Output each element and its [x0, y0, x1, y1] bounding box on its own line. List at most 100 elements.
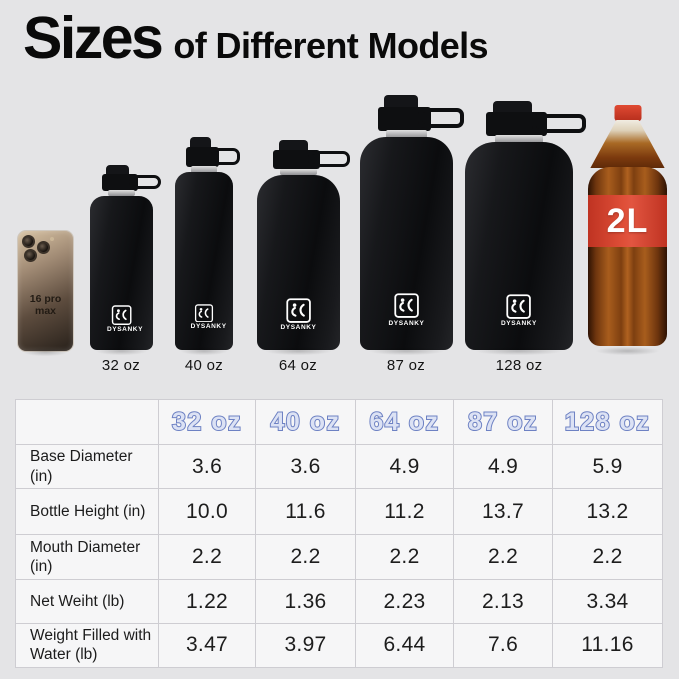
- cap-body: [272, 149, 321, 170]
- title-subtitle: of Different Models: [173, 25, 488, 66]
- spec-cell: 2.13: [453, 579, 553, 624]
- spec-cell: 11.6: [255, 488, 356, 535]
- column-header-32oz: 32 oz: [158, 399, 256, 445]
- bottle-body: DYSANKY: [465, 142, 573, 350]
- cap-handle: [129, 174, 161, 190]
- cap-handle: [417, 108, 465, 129]
- brand-logo-icon: [194, 304, 214, 323]
- bottle-40oz-image: DYSANKY: [175, 137, 240, 356]
- cap-spout: [278, 140, 309, 153]
- phone-shadow: [19, 347, 72, 357]
- brand-logo-icon: [394, 293, 419, 319]
- cap-handle: [210, 148, 240, 165]
- brand-logo: DYSANKY: [280, 297, 317, 331]
- column-header-40oz: 40 oz: [255, 399, 356, 445]
- table-row: Net Weiht (lb) 1.22 1.36 2.23 2.13 3.34: [15, 579, 663, 624]
- bottle-body: DYSANKY: [90, 195, 153, 350]
- spec-cell: 2.2: [453, 534, 553, 580]
- spec-cell: 3.6: [158, 444, 256, 489]
- spec-cell: 7.6: [453, 623, 553, 668]
- column-header-64oz: 64 oz: [355, 399, 454, 445]
- steel-ring: [495, 134, 543, 143]
- brand-logo-text: DYSANKY: [190, 323, 227, 331]
- brand-logo: DYSANKY: [190, 304, 227, 331]
- steel-ring: [107, 190, 136, 197]
- cola-cap: [614, 105, 641, 121]
- cap-spout: [106, 165, 130, 177]
- bottle-size-label-128oz: 128 oz: [495, 357, 543, 374]
- spec-table-corner-cell: [15, 399, 159, 445]
- table-row: Weight Filled with Water (lb) 3.47 3.97 …: [15, 623, 663, 668]
- spec-cell: 3.6: [255, 444, 356, 489]
- brand-logo-icon: [111, 305, 132, 325]
- spec-cell: 3.34: [552, 579, 663, 624]
- bottle-shadow: [176, 346, 232, 356]
- cap-body: [485, 112, 548, 136]
- spec-cell: 11.2: [355, 488, 454, 535]
- bottle-87oz-image: DYSANKY: [360, 95, 465, 356]
- brand-logo: DYSANKY: [501, 294, 537, 327]
- spec-cell: 2.2: [158, 534, 256, 580]
- steel-ring: [386, 129, 427, 138]
- row-label-base-diameter: Base Diameter (in): [15, 444, 159, 489]
- brand-logo-text: DYSANKY: [388, 319, 425, 327]
- cap-body: [186, 146, 220, 167]
- bottle-32oz-image: DYSANKY: [90, 165, 161, 356]
- cola-volume-label: 2L: [606, 201, 649, 240]
- camera-lens-icon: [22, 235, 35, 248]
- spec-cell: 3.47: [158, 623, 256, 668]
- spec-cell: 2.2: [255, 534, 356, 580]
- bottle-size-label-87oz: 87 oz: [386, 357, 426, 374]
- bottle-size-label-32oz: 32 oz: [101, 357, 141, 374]
- table-row: Base Diameter (in) 3.6 3.6 4.9 4.9 5.9: [15, 444, 663, 489]
- camera-flash-icon: [50, 237, 54, 241]
- bottle-shadow: [258, 346, 339, 356]
- bottle-128oz-image: DYSANKY: [465, 101, 586, 356]
- brand-logo-text: DYSANKY: [107, 326, 143, 334]
- brand-logo: DYSANKY: [388, 293, 425, 327]
- cola-body: [588, 167, 667, 346]
- bottle-size-label-40oz: 40 oz: [184, 357, 224, 374]
- cap-body: [101, 173, 138, 191]
- bottle-body: DYSANKY: [257, 174, 340, 350]
- row-label-bottle-height: Bottle Height (in): [15, 488, 159, 535]
- cap-handle: [308, 150, 350, 168]
- spec-cell: 2.2: [552, 534, 663, 580]
- spec-cell: 2.2: [355, 534, 454, 580]
- cola-neck: [590, 120, 665, 168]
- cola-label-band: 2L: [588, 195, 667, 247]
- cap-spout: [384, 95, 418, 111]
- cap-spout: [190, 137, 211, 150]
- spec-cell: 1.22: [158, 579, 256, 624]
- steel-ring: [280, 168, 317, 176]
- bottle-body: DYSANKY: [175, 172, 233, 350]
- spec-table: 32 oz 40 oz 64 oz 87 oz 128 oz Base Diam…: [15, 399, 663, 668]
- camera-lens-icon: [37, 241, 50, 254]
- table-row: Mouth Diameter (in) 2.2 2.2 2.2 2.2 2.2: [15, 534, 663, 580]
- title-main-word: Sizes: [23, 5, 164, 71]
- spec-cell: 13.2: [552, 488, 663, 535]
- bottle-64oz-image: DYSANKY: [257, 140, 350, 356]
- cola-bottle-image: 2L: [588, 105, 667, 356]
- bottle-size-label-64oz: 64 oz: [278, 357, 318, 374]
- spec-cell: 3.97: [255, 623, 356, 668]
- steel-ring: [191, 165, 217, 173]
- row-label-net-weight: Net Weiht (lb): [15, 579, 159, 624]
- brand-logo-text: DYSANKY: [280, 323, 317, 331]
- cap-body: [377, 106, 431, 131]
- spec-cell: 6.44: [355, 623, 454, 668]
- spec-cell: 4.9: [355, 444, 454, 489]
- spec-cell: 5.9: [552, 444, 663, 489]
- spec-cell: 10.0: [158, 488, 256, 535]
- page-title: Sizes of Different Models: [23, 4, 489, 72]
- brand-logo-icon: [286, 297, 311, 323]
- spec-cell: 1.36: [255, 579, 356, 624]
- column-header-87oz: 87 oz: [453, 399, 553, 445]
- camera-lens-icon: [24, 249, 37, 262]
- cap-handle: [531, 113, 586, 134]
- phone-image: 16 pro max: [17, 230, 74, 357]
- bottle-shadow: [361, 346, 452, 356]
- brand-logo-text: DYSANKY: [501, 320, 537, 328]
